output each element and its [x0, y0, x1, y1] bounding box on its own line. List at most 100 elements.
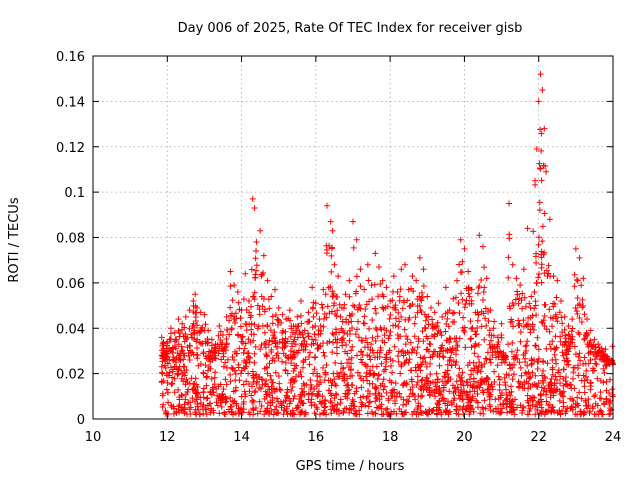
data-point — [517, 364, 524, 371]
data-point — [454, 342, 461, 349]
data-point — [248, 392, 255, 399]
data-point — [521, 294, 528, 301]
data-point — [456, 261, 463, 268]
data-point — [278, 329, 285, 336]
data-point — [584, 331, 591, 338]
data-point — [494, 334, 501, 341]
data-point — [235, 364, 242, 371]
data-point — [509, 339, 516, 346]
data-point — [211, 348, 218, 355]
data-point — [373, 384, 380, 391]
data-point — [601, 369, 608, 376]
data-point — [386, 332, 393, 339]
data-point — [429, 387, 436, 394]
data-point — [227, 378, 234, 385]
data-point — [406, 356, 413, 363]
data-point — [531, 305, 538, 312]
data-point — [245, 409, 252, 416]
data-point — [426, 406, 433, 413]
data-point — [440, 386, 447, 393]
data-point — [309, 336, 316, 343]
data-point — [559, 349, 566, 356]
data-point — [487, 383, 494, 390]
data-point — [279, 358, 286, 365]
data-point — [366, 298, 373, 305]
data-point — [301, 382, 308, 389]
data-point — [366, 325, 373, 332]
data-point — [369, 334, 376, 341]
data-point — [346, 406, 353, 413]
data-point — [248, 326, 255, 333]
data-point — [175, 386, 182, 393]
data-point — [290, 395, 297, 402]
data-point — [336, 329, 343, 336]
data-point — [373, 394, 380, 401]
data-point — [263, 353, 270, 360]
data-point — [524, 397, 531, 404]
data-point — [575, 362, 582, 369]
data-point — [395, 358, 402, 365]
data-point — [480, 405, 487, 412]
data-point — [342, 291, 349, 298]
data-point — [241, 388, 248, 395]
data-point — [460, 403, 467, 410]
data-point — [491, 368, 498, 375]
data-point — [248, 303, 255, 310]
data-point — [341, 405, 348, 412]
data-point — [411, 320, 418, 327]
data-point — [189, 334, 196, 341]
data-point — [251, 321, 258, 328]
data-point — [254, 302, 261, 309]
data-point — [331, 261, 338, 268]
data-point — [409, 390, 416, 397]
data-point — [282, 367, 289, 374]
data-point — [183, 336, 190, 343]
data-point — [557, 333, 564, 340]
data-point — [532, 343, 539, 350]
data-point — [254, 410, 261, 417]
data-point — [403, 401, 410, 408]
data-point — [300, 334, 307, 341]
data-point — [351, 410, 358, 417]
data-point — [477, 410, 484, 417]
data-point — [333, 312, 340, 319]
data-point — [596, 344, 603, 351]
data-point — [405, 359, 412, 366]
data-point — [397, 394, 404, 401]
data-point — [536, 234, 543, 241]
data-point — [407, 339, 414, 346]
data-point — [600, 365, 607, 372]
data-point — [572, 245, 579, 252]
data-point — [203, 395, 210, 402]
data-point — [595, 341, 602, 348]
data-point — [249, 383, 256, 390]
data-point — [194, 403, 201, 410]
data-point — [434, 376, 441, 383]
data-point — [530, 228, 537, 235]
data-point — [309, 324, 316, 331]
data-point — [388, 362, 395, 369]
data-point — [526, 408, 533, 415]
data-point — [251, 205, 258, 212]
data-point — [546, 328, 553, 335]
data-point — [416, 254, 423, 261]
data-point — [548, 409, 555, 416]
data-point — [418, 383, 425, 390]
data-point — [579, 304, 586, 311]
data-point — [186, 356, 193, 363]
data-point — [334, 401, 341, 408]
data-point — [241, 357, 248, 364]
data-point — [401, 326, 408, 333]
data-point — [529, 312, 536, 319]
data-point — [348, 360, 355, 367]
data-point — [582, 397, 589, 404]
data-point — [494, 341, 501, 348]
data-point — [253, 247, 260, 254]
data-point — [346, 293, 353, 300]
data-point — [308, 396, 315, 403]
data-point — [329, 330, 336, 337]
data-point — [580, 411, 587, 418]
data-point — [561, 326, 568, 333]
data-point — [305, 309, 312, 316]
data-point — [509, 376, 516, 383]
